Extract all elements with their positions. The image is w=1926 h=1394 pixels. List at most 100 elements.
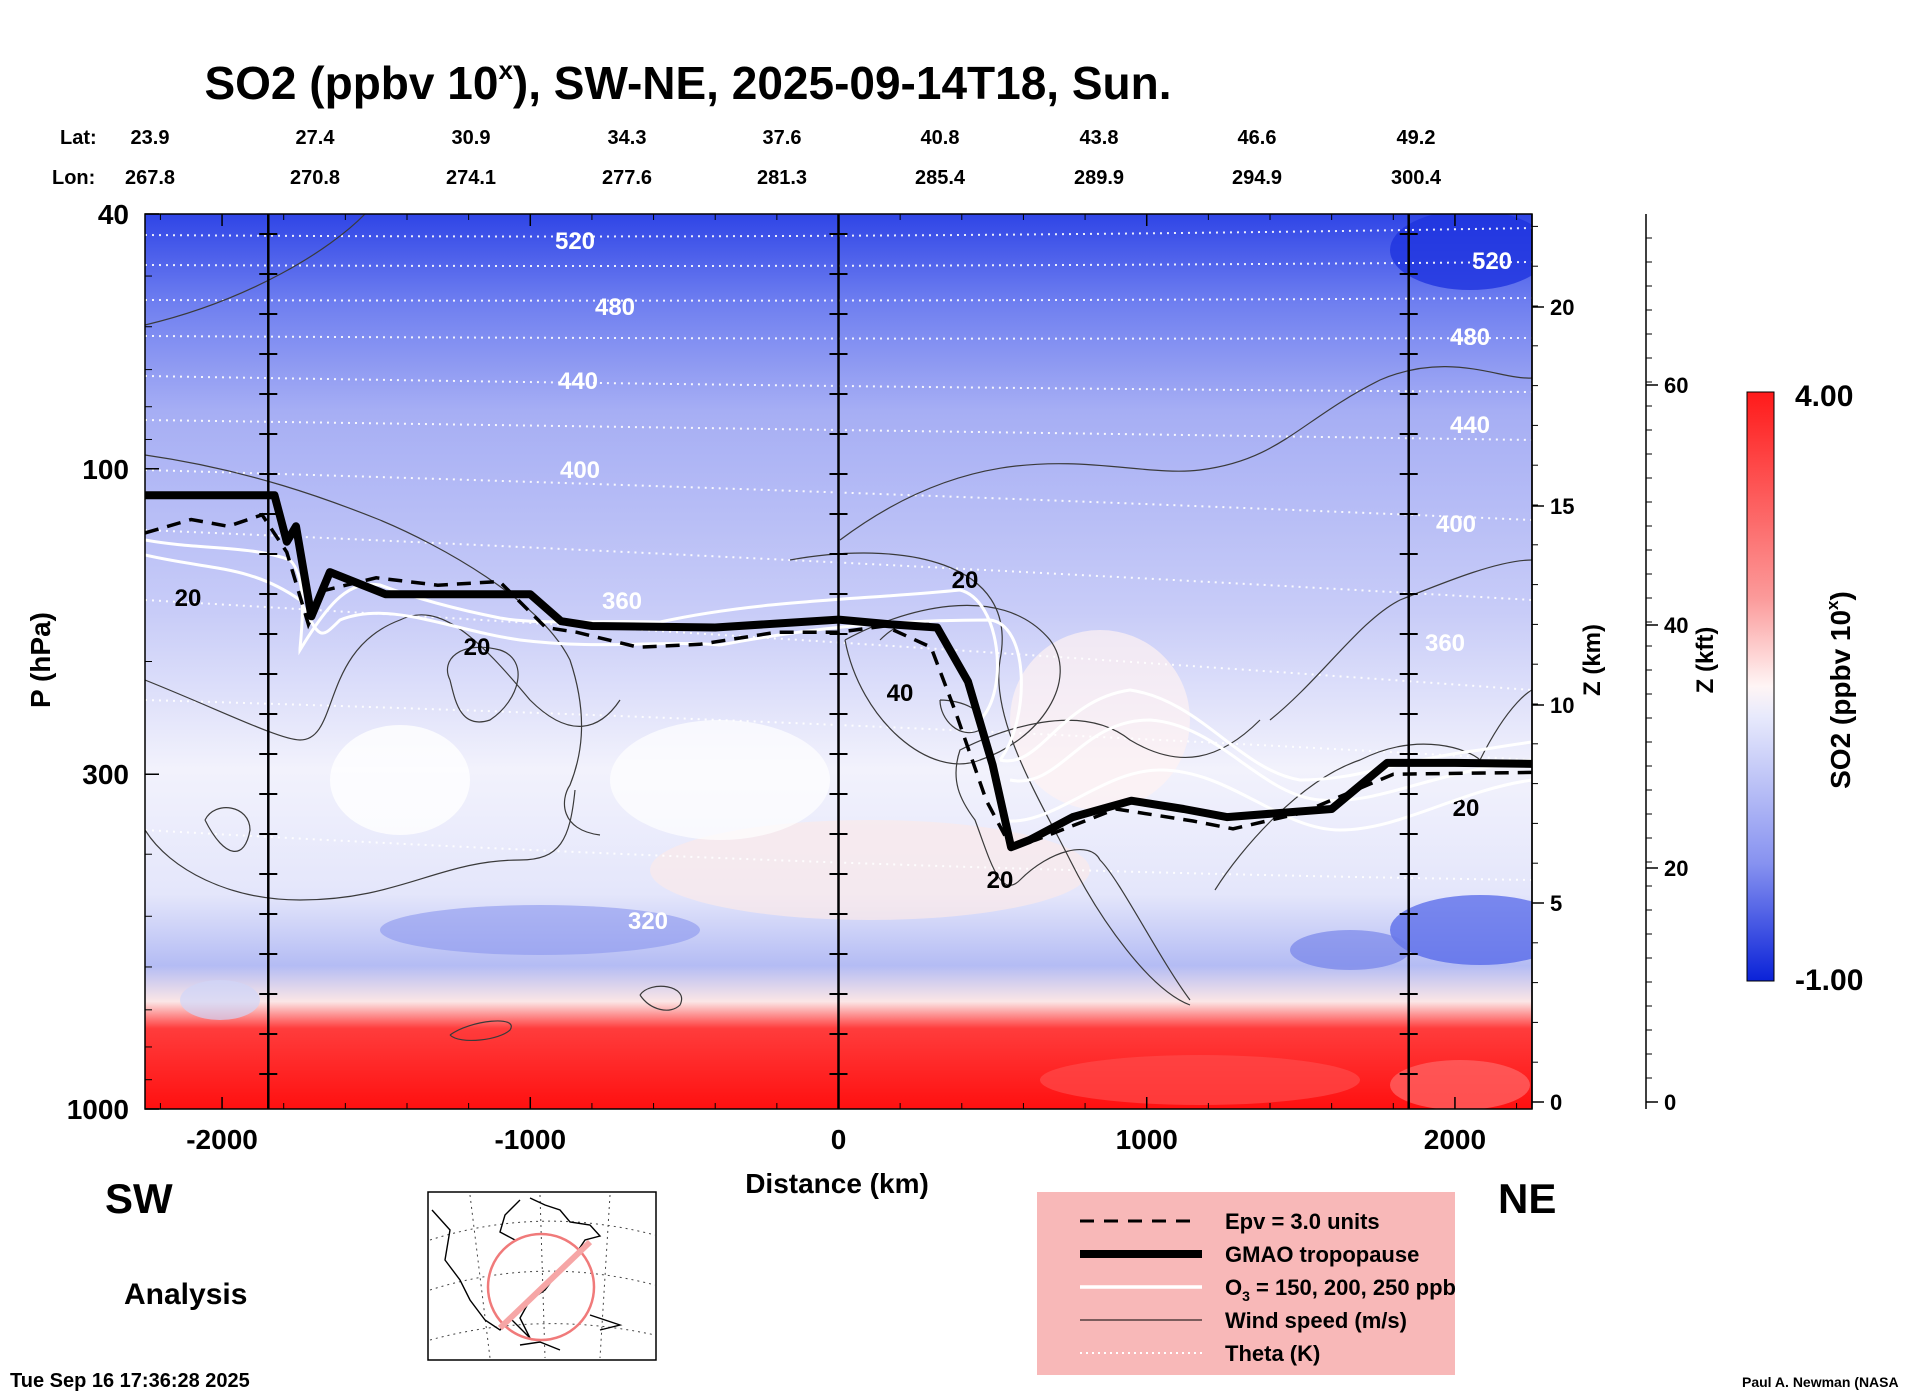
z-kft-tick-label: 40 — [1664, 613, 1688, 638]
colorbar-max: 4.00 — [1795, 380, 1853, 413]
legend: Epv = 3.0 units GMAO tropopause O3 = 150… — [1037, 1192, 1456, 1375]
x-tick-label: 2000 — [1424, 1124, 1486, 1155]
x-tick-label: 0 — [831, 1124, 847, 1155]
wind-contour — [145, 789, 576, 901]
inset-map — [427, 1191, 657, 1361]
lat-value: 34.3 — [608, 127, 647, 149]
field-blob — [650, 820, 1090, 920]
legend-label-tropopause: GMAO tropopause — [1225, 1242, 1419, 1267]
lon-row-label: Lon: — [52, 167, 95, 189]
lat-value: 37.6 — [763, 127, 802, 149]
z-km-tick-label: 15 — [1550, 494, 1574, 519]
lat-value: 46.6 — [1238, 127, 1277, 149]
field-blob — [330, 725, 470, 835]
theta-label: 520 — [1472, 248, 1512, 275]
z-kft-tick-label: 60 — [1664, 373, 1688, 398]
so2-field-blobs — [180, 214, 1532, 1109]
legend-label-ozone: O3 = 150, 200, 250 ppb — [1225, 1275, 1456, 1304]
lon-value: 277.6 — [602, 167, 652, 189]
z-kft-label: Z (kft) — [1692, 627, 1719, 694]
inset-map-frame — [427, 1191, 657, 1361]
colorbar-scale — [1746, 391, 1775, 982]
wind-label: 40 — [887, 680, 914, 707]
map-transect-line — [497, 1239, 593, 1331]
y-axis-label: P (hPa) — [25, 612, 56, 708]
wind-contour — [145, 614, 621, 741]
wind-contour — [449, 1020, 512, 1041]
lat-row-label: Lat: — [60, 127, 97, 149]
wind-label: 20 — [464, 634, 491, 661]
z-km-tick-label: 0 — [1550, 1090, 1562, 1115]
field-blob — [1390, 1060, 1530, 1109]
lat-value: 23.9 — [131, 127, 170, 149]
field-blob — [1390, 214, 1532, 290]
field-blob — [610, 720, 830, 840]
map-range-circle — [486, 1232, 596, 1342]
wind-label: 20 — [175, 585, 202, 612]
theta-label: 360 — [602, 588, 642, 615]
wind-contour — [955, 719, 1261, 1001]
wind-contour — [1269, 559, 1532, 721]
field-blob — [1010, 630, 1190, 810]
y-tick-label: 300 — [82, 759, 129, 790]
wind-contour — [204, 807, 251, 852]
lon-value: 267.8 — [125, 167, 175, 189]
epv-line — [145, 512, 1532, 850]
wind-contour — [844, 604, 1061, 765]
ozone-contour — [999, 688, 1532, 782]
theta-label: 400 — [560, 457, 600, 484]
wind-contour — [789, 552, 1191, 1006]
axes: -2000 -1000 0 1000 2000 40 100 300 1000 0 5 10 15 20 0… — [67, 199, 1689, 1155]
ozone-contour — [145, 553, 721, 647]
lon-value: 281.3 — [757, 167, 807, 189]
lat-value: 40.8 — [921, 127, 960, 149]
legend-label-epv: Epv = 3.0 units — [1225, 1209, 1380, 1234]
plot-area: 520 480 440 400 360 320 520 480 440 400 360 20 20 20… — [144, 213, 1533, 1110]
vertical-markers — [259, 214, 1418, 1109]
chart-title: SO2 (ppbv 10x), SW-NE, 2025-09-14T18, Su… — [204, 55, 1171, 109]
map-coastline — [431, 1197, 623, 1351]
z-km-tick-label: 10 — [1550, 693, 1574, 718]
z-km-tick-label: 5 — [1550, 891, 1562, 916]
lat-value: 30.9 — [452, 127, 491, 149]
x-tick-label: 1000 — [1116, 1124, 1178, 1155]
lon-value: 285.4 — [915, 167, 966, 189]
tropopause-line — [145, 491, 1532, 852]
lat-lon-header: Lat: Lon: 23.9 27.4 30.9 34.3 37.6 40.8 43.8 46… — [52, 127, 1442, 189]
wind-label: 20 — [987, 867, 1014, 894]
lon-value: 300.4 — [1391, 167, 1442, 189]
colorbar: 4.00 -1.00 SO2 (ppbv 10x) — [1746, 380, 1863, 997]
theta-label: 360 — [1425, 630, 1465, 657]
wind-contour — [839, 366, 1532, 541]
lat-value: 49.2 — [1397, 127, 1436, 149]
theta-label: 440 — [558, 368, 598, 395]
ozone-contour — [999, 768, 1532, 832]
field-blob — [380, 905, 700, 955]
lat-value: 27.4 — [296, 127, 336, 149]
x-tick-label: -2000 — [186, 1124, 258, 1155]
lat-value: 43.8 — [1080, 127, 1119, 149]
field-blob — [1040, 1055, 1360, 1105]
wind-contour — [145, 214, 366, 326]
y-tick-label: 40 — [98, 199, 129, 230]
wind-contour — [639, 985, 683, 1011]
lon-value: 274.1 — [446, 167, 496, 189]
x-tick-label: -1000 — [494, 1124, 566, 1155]
x-axis-label: Distance (km) — [745, 1168, 929, 1199]
lon-value: 289.9 — [1074, 167, 1124, 189]
ne-label: NE — [1498, 1175, 1556, 1222]
colorbar-label: SO2 (ppbv 10x) — [1823, 591, 1856, 789]
analysis-label: Analysis — [124, 1278, 247, 1311]
legend-label-wind: Wind speed (m/s) — [1225, 1308, 1407, 1333]
timestamp: Tue Sep 16 17:36:28 2025 — [10, 1370, 250, 1392]
theta-label: 440 — [1450, 412, 1490, 439]
theta-label: 520 — [555, 228, 595, 255]
lon-value: 270.8 — [290, 167, 340, 189]
y-tick-label: 1000 — [67, 1094, 129, 1125]
theta-label: 320 — [628, 908, 668, 935]
sw-label: SW — [105, 1175, 173, 1222]
field-blob — [180, 980, 260, 1020]
z-km-label: Z (km) — [1579, 624, 1606, 696]
